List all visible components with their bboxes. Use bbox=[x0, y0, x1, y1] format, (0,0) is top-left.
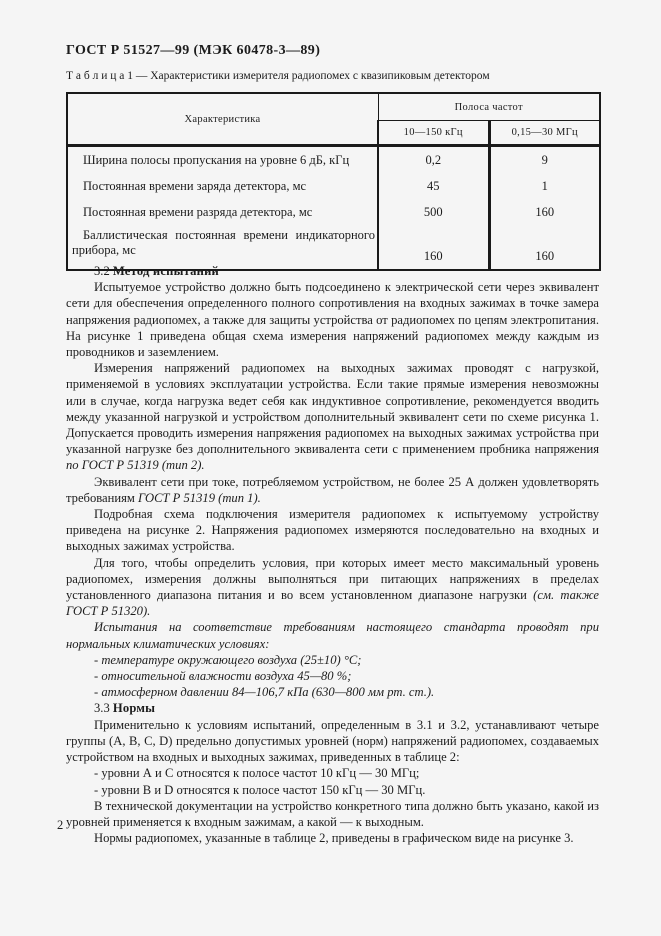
table-row: Постоянная времени заряда детектора, мс … bbox=[67, 173, 601, 199]
text-segment: по ГОСТ Р 51319 (тип 2). bbox=[66, 458, 205, 473]
text-segment: Испытуемое устройство должно быть подсое… bbox=[66, 280, 599, 360]
text-segment: (см. также ГОСТ Р 51320). bbox=[66, 588, 599, 619]
table-header-row: Характеристика Полоса частот bbox=[66, 92, 601, 146]
text-segment: Метод испытаний bbox=[112, 264, 220, 278]
text-segment: - относительной влажности воздуха 45—80 … bbox=[94, 669, 352, 684]
table-row: Ширина полосы пропускания на уровне 6 дБ… bbox=[67, 144, 601, 173]
list-item: - температуре окружающего воздуха (25±10… bbox=[66, 652, 599, 668]
paragraph: Подробная схема подключения измерителя р… bbox=[66, 506, 599, 555]
table-row: Баллистическая постоянная времени индика… bbox=[67, 225, 601, 270]
document-header: ГОСТ Р 51527—99 (МЭК 60478-3—89) bbox=[66, 43, 321, 58]
row-label: Баллистическая постоянная времени индика… bbox=[72, 228, 375, 257]
paragraph: Применительно к условиям испытаний, опре… bbox=[66, 717, 599, 766]
text-segment: - температуре окружающего воздуха (25±10… bbox=[94, 652, 362, 667]
table-caption: Т а б л и ц а 1 — Характеристики измерит… bbox=[66, 70, 490, 82]
paragraph: Для того, чтобы определить условия, при … bbox=[66, 555, 599, 620]
text-segment: - атмосферном давлении 84—106,7 кПа (630… bbox=[94, 685, 435, 700]
section-heading: 3.3 Нормы bbox=[66, 700, 599, 716]
row-label: Постоянная времени заряда детектора, мс bbox=[83, 178, 307, 193]
row-value-mhz: 1 bbox=[487, 173, 601, 199]
text-segment: Нормы bbox=[112, 701, 156, 716]
text-segment: Испытания на соответствие требованиям на… bbox=[66, 620, 599, 651]
list-item: - атмосферном давлении 84—106,7 кПа (630… bbox=[66, 684, 599, 700]
table-header-characteristic: Характеристика bbox=[66, 92, 379, 146]
characteristics-table: Характеристика Полоса частот 10—150 кГц … bbox=[66, 92, 602, 271]
text-segment: Применительно к условиям испытаний, опре… bbox=[66, 717, 599, 765]
row-value-khz: 0,2 bbox=[377, 144, 489, 173]
text-segment: Эквивалент сети при токе, потребляемом у… bbox=[66, 474, 599, 505]
table-header-frequency-band: Полоса частот bbox=[377, 92, 601, 121]
page-number: 2 bbox=[57, 818, 64, 832]
row-value-khz: 500 bbox=[377, 199, 489, 225]
text-segment: В технической документации на устройство… bbox=[66, 798, 599, 829]
row-value-mhz: 160 bbox=[487, 199, 601, 225]
row-value-mhz: 160 bbox=[487, 225, 601, 270]
paragraph: Измерения напряжений радиопомех на выход… bbox=[66, 360, 599, 473]
text-segment: Подробная схема подключения измерителя р… bbox=[66, 507, 599, 554]
table-subheader-khz: 10—150 кГц bbox=[377, 120, 490, 146]
list-item: - относительной влажности воздуха 45—80 … bbox=[66, 668, 599, 684]
text-segment: 3.2 bbox=[94, 264, 113, 278]
text-segment: ГОСТ Р 51319 (тип 1). bbox=[138, 490, 261, 505]
paragraph: Испытуемое устройство должно быть подсое… bbox=[66, 279, 599, 360]
text-segment: Для того, чтобы определить условия, при … bbox=[66, 555, 599, 603]
text-segment: - уровни В и D относятся к полосе частот… bbox=[94, 782, 426, 797]
table-subheader-mhz: 0,15—30 МГц bbox=[487, 120, 601, 146]
row-value-khz: 45 bbox=[377, 173, 489, 199]
section-heading: 3.2 Метод испытаний bbox=[66, 263, 599, 279]
text-segment: Измерения напряжений радиопомех на выход… bbox=[66, 361, 599, 457]
row-label: Постоянная времени разряда детектора, мс bbox=[83, 204, 313, 219]
row-label: Ширина полосы пропускания на уровне 6 дБ… bbox=[67, 144, 378, 173]
paragraph: В технической документации на устройство… bbox=[66, 798, 599, 830]
text-segment: Нормы радиопомех, указанные в таблице 2,… bbox=[94, 831, 574, 846]
row-value-mhz: 9 bbox=[487, 144, 601, 173]
body-text: 3.2 Метод испытаний Испытуемое устройство… bbox=[66, 263, 599, 846]
paragraph: Эквивалент сети при токе, потребляемом у… bbox=[66, 474, 599, 506]
table-row: Постоянная времени разряда детектора, мс… bbox=[67, 199, 601, 225]
list-item: - уровни В и D относятся к полосе частот… bbox=[66, 782, 599, 798]
text-segment: 3.3 bbox=[94, 701, 113, 716]
row-value-khz: 160 bbox=[377, 225, 489, 270]
paragraph: Испытания на соответствие требованиям на… bbox=[66, 619, 599, 651]
paragraph: Нормы радиопомех, указанные в таблице 2,… bbox=[66, 830, 599, 846]
text-segment: - уровни А и С относятся к полосе частот… bbox=[94, 766, 420, 781]
list-item: - уровни А и С относятся к полосе частот… bbox=[66, 765, 599, 781]
